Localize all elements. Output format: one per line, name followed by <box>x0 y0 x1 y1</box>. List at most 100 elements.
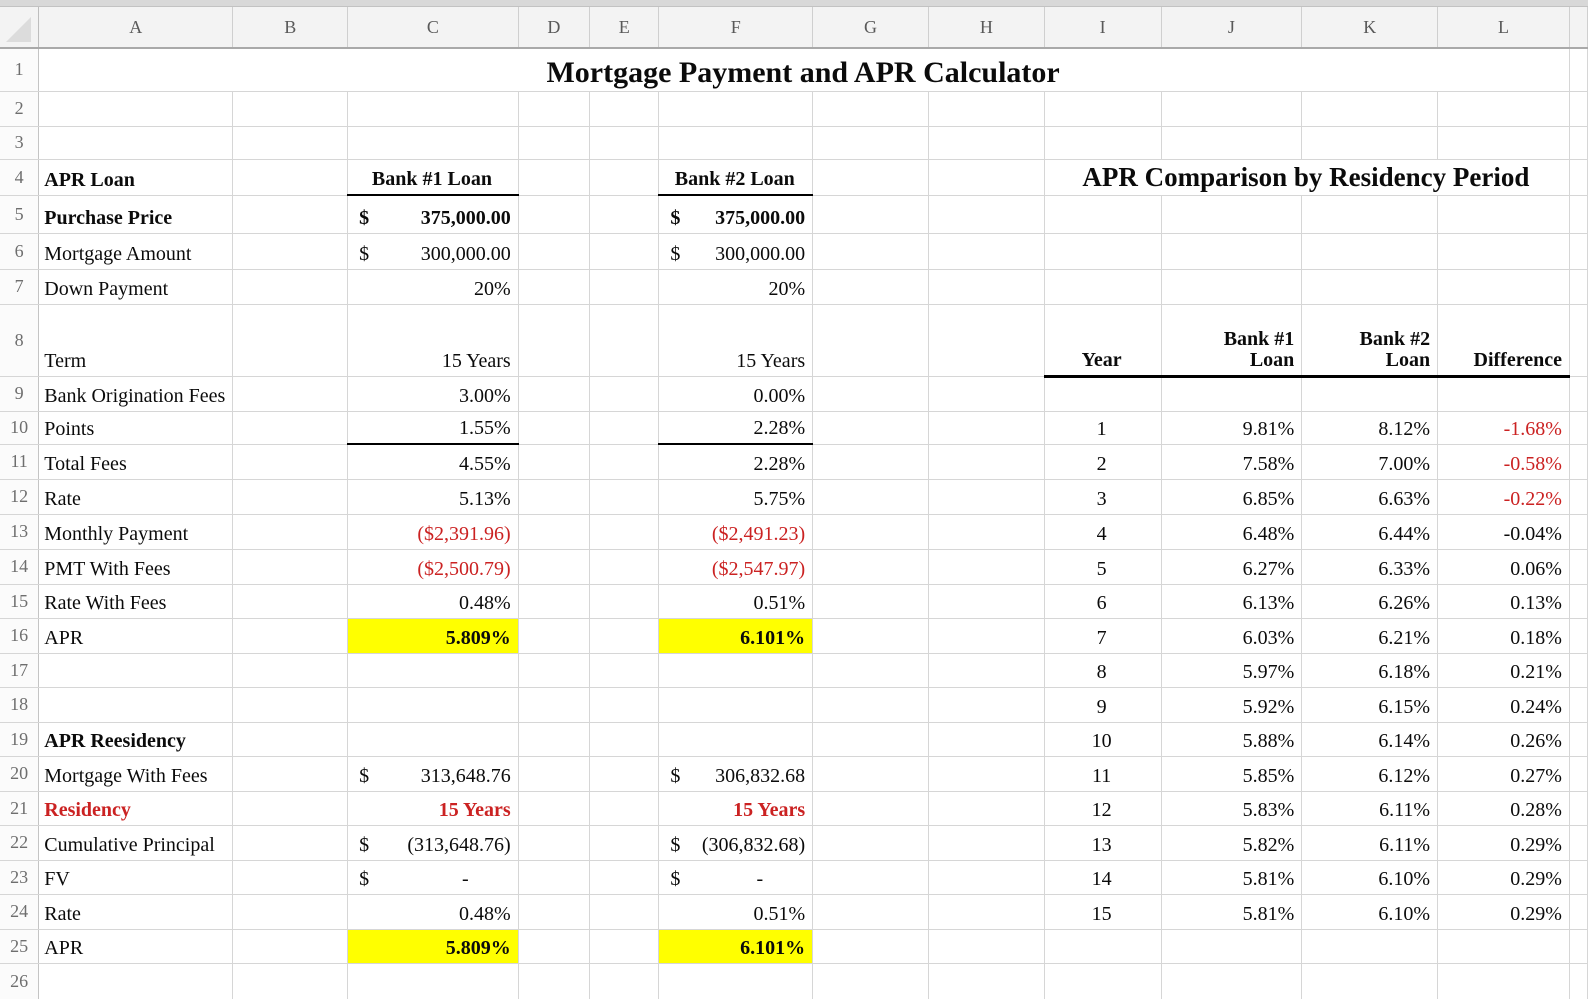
row-header-9[interactable]: 9 <box>0 376 40 412</box>
cell-E10[interactable] <box>589 411 660 445</box>
cell-J6[interactable] <box>1161 233 1303 270</box>
cell-F9[interactable]: 0.00% <box>658 376 814 412</box>
row-header-20[interactable]: 20 <box>0 756 40 792</box>
select-all-corner[interactable] <box>0 7 40 49</box>
cell-E7[interactable] <box>589 269 660 305</box>
cell-E26[interactable] <box>589 963 660 999</box>
cell-M6[interactable] <box>1569 233 1588 270</box>
cell-A3[interactable] <box>38 126 234 160</box>
cell-D15[interactable] <box>518 584 591 619</box>
cell-A5[interactable]: Purchase Price <box>38 195 234 234</box>
cell-K11[interactable]: 7.00% <box>1301 444 1439 480</box>
cell-M18[interactable] <box>1569 687 1588 723</box>
cell-K9[interactable] <box>1301 376 1439 412</box>
cell-B14[interactable] <box>232 549 349 585</box>
cell-G24[interactable] <box>812 894 929 930</box>
row-header-12[interactable]: 12 <box>0 479 40 515</box>
cell-F14[interactable]: ($2,547.97) <box>658 549 814 585</box>
cell-I19[interactable]: 10 <box>1044 722 1162 757</box>
cell-H19[interactable] <box>928 722 1045 757</box>
cell-G5[interactable] <box>812 195 929 234</box>
cell-K2[interactable] <box>1301 91 1439 127</box>
column-header-M[interactable] <box>1569 7 1588 49</box>
cell-D6[interactable] <box>518 233 591 270</box>
cell-L19[interactable]: 0.26% <box>1437 722 1570 757</box>
cell-B4[interactable] <box>232 159 349 196</box>
cell-M21[interactable] <box>1569 791 1588 826</box>
cell-B3[interactable] <box>232 126 349 160</box>
cell-K22[interactable]: 6.11% <box>1301 825 1439 861</box>
cell-H13[interactable] <box>928 514 1045 550</box>
cell-B22[interactable] <box>232 825 349 861</box>
cell-B7[interactable] <box>232 269 349 305</box>
cell-K6[interactable] <box>1301 233 1439 270</box>
cell-G22[interactable] <box>812 825 929 861</box>
cell-F7[interactable]: 20% <box>658 269 814 305</box>
cell-D14[interactable] <box>518 549 591 585</box>
cell-L21[interactable]: 0.28% <box>1437 791 1570 826</box>
cell-F21[interactable]: 15 Years <box>658 791 814 826</box>
cell-H8[interactable] <box>928 304 1045 377</box>
cell-D20[interactable] <box>518 756 591 792</box>
cell-A2[interactable] <box>38 91 234 127</box>
cell-D5[interactable] <box>518 195 591 234</box>
cell-M9[interactable] <box>1569 376 1588 412</box>
cell-J3[interactable] <box>1161 126 1303 160</box>
cell-A7[interactable]: Down Payment <box>38 269 234 305</box>
cell-J20[interactable]: 5.85% <box>1161 756 1303 792</box>
row-header-6[interactable]: 6 <box>0 233 40 270</box>
cell-L17[interactable]: 0.21% <box>1437 653 1570 688</box>
cell-F6[interactable]: $300,000.00 <box>658 233 814 270</box>
cell-F25[interactable]: 6.101% <box>658 929 814 964</box>
cell-C20[interactable]: $313,648.76 <box>347 756 519 792</box>
column-header-A[interactable]: A <box>38 7 234 49</box>
cell-D8[interactable] <box>518 304 591 377</box>
cell-K7[interactable] <box>1301 269 1439 305</box>
cell-G19[interactable] <box>812 722 929 757</box>
column-header-C[interactable]: C <box>347 7 519 49</box>
cell-J19[interactable]: 5.88% <box>1161 722 1303 757</box>
cell-E17[interactable] <box>589 653 660 688</box>
column-header-H[interactable]: H <box>928 7 1045 49</box>
cell-C2[interactable] <box>347 91 519 127</box>
cell-L16[interactable]: 0.18% <box>1437 618 1570 654</box>
cell-H24[interactable] <box>928 894 1045 930</box>
cell-I18[interactable]: 9 <box>1044 687 1162 723</box>
cell-C18[interactable] <box>347 687 519 723</box>
cell-A12[interactable]: Rate <box>38 479 234 515</box>
row-header-26[interactable]: 26 <box>0 963 40 999</box>
cell-M16[interactable] <box>1569 618 1588 654</box>
cell-H14[interactable] <box>928 549 1045 585</box>
cell-B23[interactable] <box>232 860 349 895</box>
cell-G11[interactable] <box>812 444 929 480</box>
cell-A15[interactable]: Rate With Fees <box>38 584 234 619</box>
cell-F11[interactable]: 2.28% <box>658 444 814 480</box>
row-header-22[interactable]: 22 <box>0 825 40 861</box>
cell-G12[interactable] <box>812 479 929 515</box>
cell-D22[interactable] <box>518 825 591 861</box>
cell-L3[interactable] <box>1437 126 1570 160</box>
cell-H15[interactable] <box>928 584 1045 619</box>
cell-I20[interactable]: 11 <box>1044 756 1162 792</box>
cell-C15[interactable]: 0.48% <box>347 584 519 619</box>
cell-C9[interactable]: 3.00% <box>347 376 519 412</box>
cell-I5[interactable] <box>1044 195 1162 234</box>
cell-L26[interactable] <box>1437 963 1570 999</box>
cell-K19[interactable]: 6.14% <box>1301 722 1439 757</box>
cell-J15[interactable]: 6.13% <box>1161 584 1303 619</box>
cell-E5[interactable] <box>589 195 660 234</box>
cell-C25[interactable]: 5.809% <box>347 929 519 964</box>
cell-H25[interactable] <box>928 929 1045 964</box>
cell-M8[interactable] <box>1569 304 1588 377</box>
cell-C4[interactable]: Bank #1 Loan <box>347 159 519 196</box>
cell-D18[interactable] <box>518 687 591 723</box>
cell-C3[interactable] <box>347 126 519 160</box>
cell-B15[interactable] <box>232 584 349 619</box>
cell-E11[interactable] <box>589 444 660 480</box>
cell-M26[interactable] <box>1569 963 1588 999</box>
cell-D17[interactable] <box>518 653 591 688</box>
cell-M13[interactable] <box>1569 514 1588 550</box>
row-header-21[interactable]: 21 <box>0 791 40 826</box>
cell-C24[interactable]: 0.48% <box>347 894 519 930</box>
cell-G16[interactable] <box>812 618 929 654</box>
